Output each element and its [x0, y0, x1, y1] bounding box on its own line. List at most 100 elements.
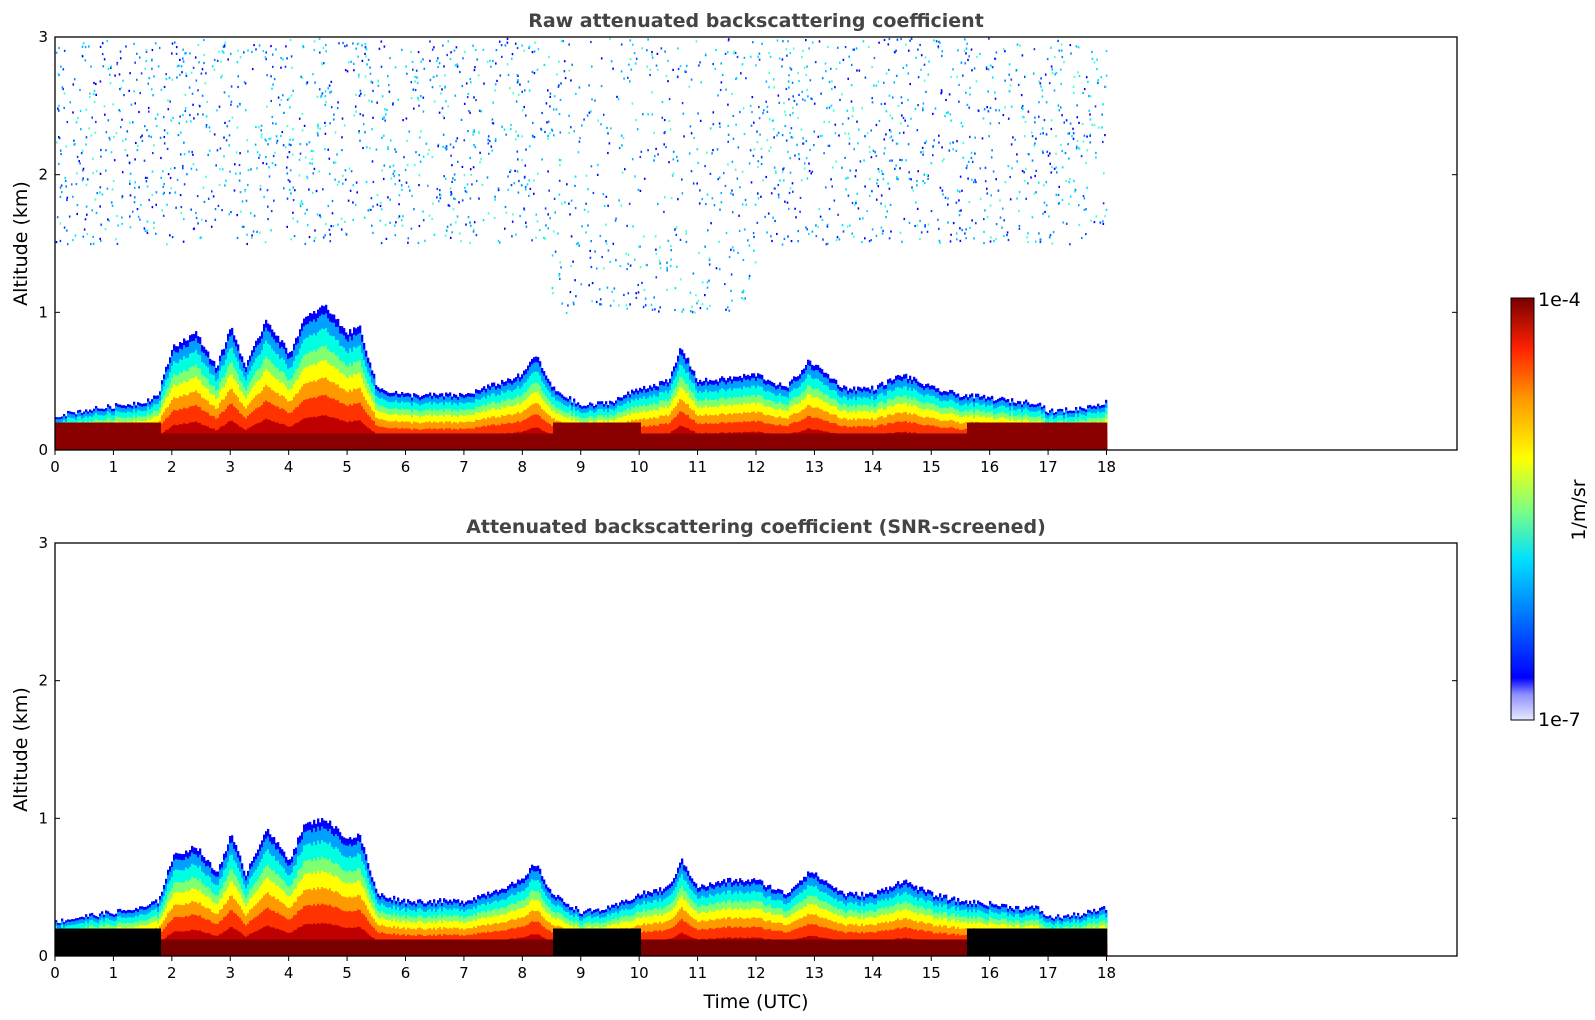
- noise-speck: [319, 214, 321, 217]
- noise-speck: [155, 191, 158, 194]
- noise-speck: [920, 231, 923, 234]
- noise-speck: [560, 266, 562, 269]
- noise-speck: [538, 229, 541, 232]
- noise-speck: [751, 111, 753, 114]
- noise-speck: [230, 100, 233, 103]
- noise-speck: [466, 96, 469, 99]
- layer-core-cell: [289, 433, 292, 450]
- noise-speck: [781, 58, 784, 61]
- noise-speck: [645, 263, 648, 266]
- layer-core-cell: [387, 433, 390, 450]
- noise-speck: [298, 174, 301, 177]
- noise-speck: [802, 98, 804, 101]
- noise-speck: [59, 149, 62, 152]
- noise-speck: [138, 110, 140, 114]
- noise-speck: [1064, 152, 1067, 155]
- noise-speck: [238, 179, 241, 182]
- noise-speck: [737, 146, 740, 149]
- noise-speck: [233, 189, 236, 192]
- noise-speck: [1091, 57, 1094, 60]
- noise-speck: [479, 161, 481, 164]
- noise-speck: [363, 216, 366, 219]
- noise-speck: [960, 61, 963, 64]
- layer-core-cell: [265, 433, 268, 450]
- noise-speck: [902, 66, 905, 69]
- noise-speck: [875, 84, 878, 87]
- layer-core-cell: [267, 433, 270, 450]
- noise-speck: [1048, 236, 1051, 239]
- noise-speck: [74, 234, 77, 237]
- noise-speck: [727, 51, 729, 54]
- noise-speck: [220, 60, 222, 63]
- noise-speck: [280, 98, 283, 102]
- noise-speck: [1089, 113, 1091, 116]
- noise-speck: [937, 218, 939, 221]
- noise-speck: [930, 210, 933, 213]
- noise-speck: [685, 64, 688, 67]
- noise-speck: [151, 67, 153, 70]
- noise-speck: [882, 177, 885, 181]
- layer-core-cell: [531, 433, 534, 450]
- noise-speck: [494, 89, 496, 92]
- noise-speck: [1094, 105, 1097, 108]
- noise-speck: [437, 143, 440, 146]
- noise-speck: [163, 142, 166, 145]
- noise-speck: [445, 177, 447, 180]
- noise-speck: [191, 92, 194, 95]
- layer-core-cell: [183, 433, 186, 450]
- noise-speck: [1016, 197, 1018, 200]
- noise-speck: [509, 87, 511, 90]
- noise-speck: [696, 148, 699, 151]
- noise-speck: [509, 128, 512, 131]
- noise-speck: [556, 73, 558, 76]
- noise-speck: [910, 117, 912, 120]
- noise-speck: [635, 292, 637, 295]
- noise-speck: [506, 37, 509, 40]
- noise-speck: [1105, 50, 1108, 53]
- noise-speck: [418, 184, 420, 187]
- noise-speck: [344, 45, 346, 48]
- noise-speck: [924, 182, 926, 185]
- noise-speck: [778, 57, 781, 60]
- noise-speck: [739, 110, 741, 114]
- layer-core-cell: [547, 433, 550, 450]
- noise-speck: [614, 219, 617, 222]
- noise-speck: [547, 134, 549, 137]
- noise-speck: [369, 147, 371, 150]
- layer-core-cell: [83, 422, 86, 450]
- noise-speck: [790, 136, 793, 139]
- noise-speck: [697, 161, 699, 164]
- noise-speck: [786, 54, 788, 57]
- noise-speck: [274, 163, 277, 167]
- noise-speck: [236, 214, 238, 217]
- noise-speck: [1001, 226, 1003, 229]
- noise-speck: [1034, 121, 1036, 124]
- noise-speck: [270, 45, 272, 48]
- noise-speck: [525, 221, 527, 224]
- noise-speck: [454, 64, 457, 67]
- noise-speck: [383, 134, 385, 137]
- noise-speck: [689, 310, 692, 313]
- noise-speck: [590, 40, 592, 44]
- noise-speck: [205, 175, 207, 178]
- noise-speck: [483, 82, 485, 85]
- noise-speck: [961, 125, 964, 128]
- noise-speck: [138, 56, 141, 59]
- noise-speck: [197, 113, 199, 116]
- noise-speck: [654, 308, 656, 311]
- noise-speck: [100, 239, 102, 242]
- noise-speck: [1049, 152, 1051, 155]
- layer-core-cell: [409, 433, 412, 450]
- noise-speck: [406, 139, 408, 142]
- noise-speck: [856, 69, 858, 72]
- noise-speck: [55, 241, 58, 244]
- noise-speck: [890, 135, 893, 138]
- noise-speck: [241, 200, 244, 203]
- layer-core-cell: [279, 433, 282, 450]
- noise-speck: [103, 58, 106, 61]
- noise-speck: [845, 177, 847, 180]
- layer-core-cell: [471, 433, 474, 450]
- noise-speck: [239, 103, 241, 106]
- noise-speck: [163, 85, 166, 89]
- noise-speck: [797, 240, 799, 243]
